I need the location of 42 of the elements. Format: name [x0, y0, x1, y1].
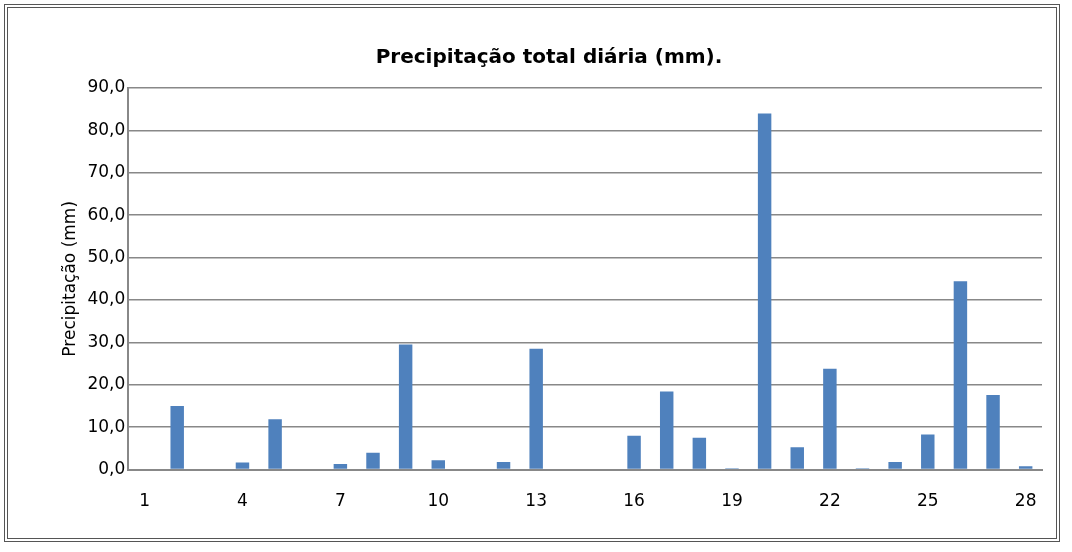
y-tick-label: 30,0: [87, 330, 126, 351]
y-tick-label: 40,0: [87, 288, 126, 309]
bar: [823, 368, 837, 469]
bar: [333, 464, 348, 469]
bar: [235, 462, 250, 469]
bar: [953, 281, 968, 469]
x-tick-label: 25: [916, 490, 939, 511]
bar: [366, 452, 380, 469]
bar: [268, 419, 282, 469]
bar: [431, 460, 445, 469]
y-tick-label: 60,0: [87, 203, 126, 224]
x-tick-label: 10: [427, 490, 450, 511]
y-tick-label: 0,0: [98, 458, 126, 479]
bar: [496, 461, 511, 469]
bar: [627, 435, 641, 469]
x-tick-label: 13: [525, 490, 547, 511]
x-tick-label: 7: [334, 490, 346, 511]
y-tick-label: 50,0: [87, 246, 126, 267]
bar: [659, 391, 674, 469]
bar: [170, 406, 184, 469]
bar: [921, 434, 935, 469]
bar: [986, 394, 1000, 469]
y-tick-label: 70,0: [87, 161, 126, 182]
x-tick-label: 28: [1014, 490, 1037, 511]
x-tick-label: 22: [819, 490, 841, 511]
bar: [790, 447, 804, 469]
y-tick-label: 20,0: [87, 373, 126, 394]
y-axis-title: Precipitação (mm): [58, 200, 79, 357]
bar: [398, 344, 413, 469]
bar: [529, 348, 543, 469]
x-tick-label: 4: [237, 490, 248, 511]
bar: [692, 437, 707, 469]
x-tick-label: 19: [721, 490, 743, 511]
x-tick-label: 16: [623, 490, 645, 511]
y-tick-label: 80,0: [87, 118, 126, 139]
x-tick-label: 1: [139, 490, 150, 511]
chart-title: Precipitação total diária (mm).: [375, 44, 723, 69]
y-tick-label: 10,0: [87, 415, 126, 436]
y-tick-label: 90,0: [87, 76, 126, 97]
bar: [888, 461, 902, 469]
bar: [1018, 466, 1033, 469]
bar: [757, 113, 772, 469]
